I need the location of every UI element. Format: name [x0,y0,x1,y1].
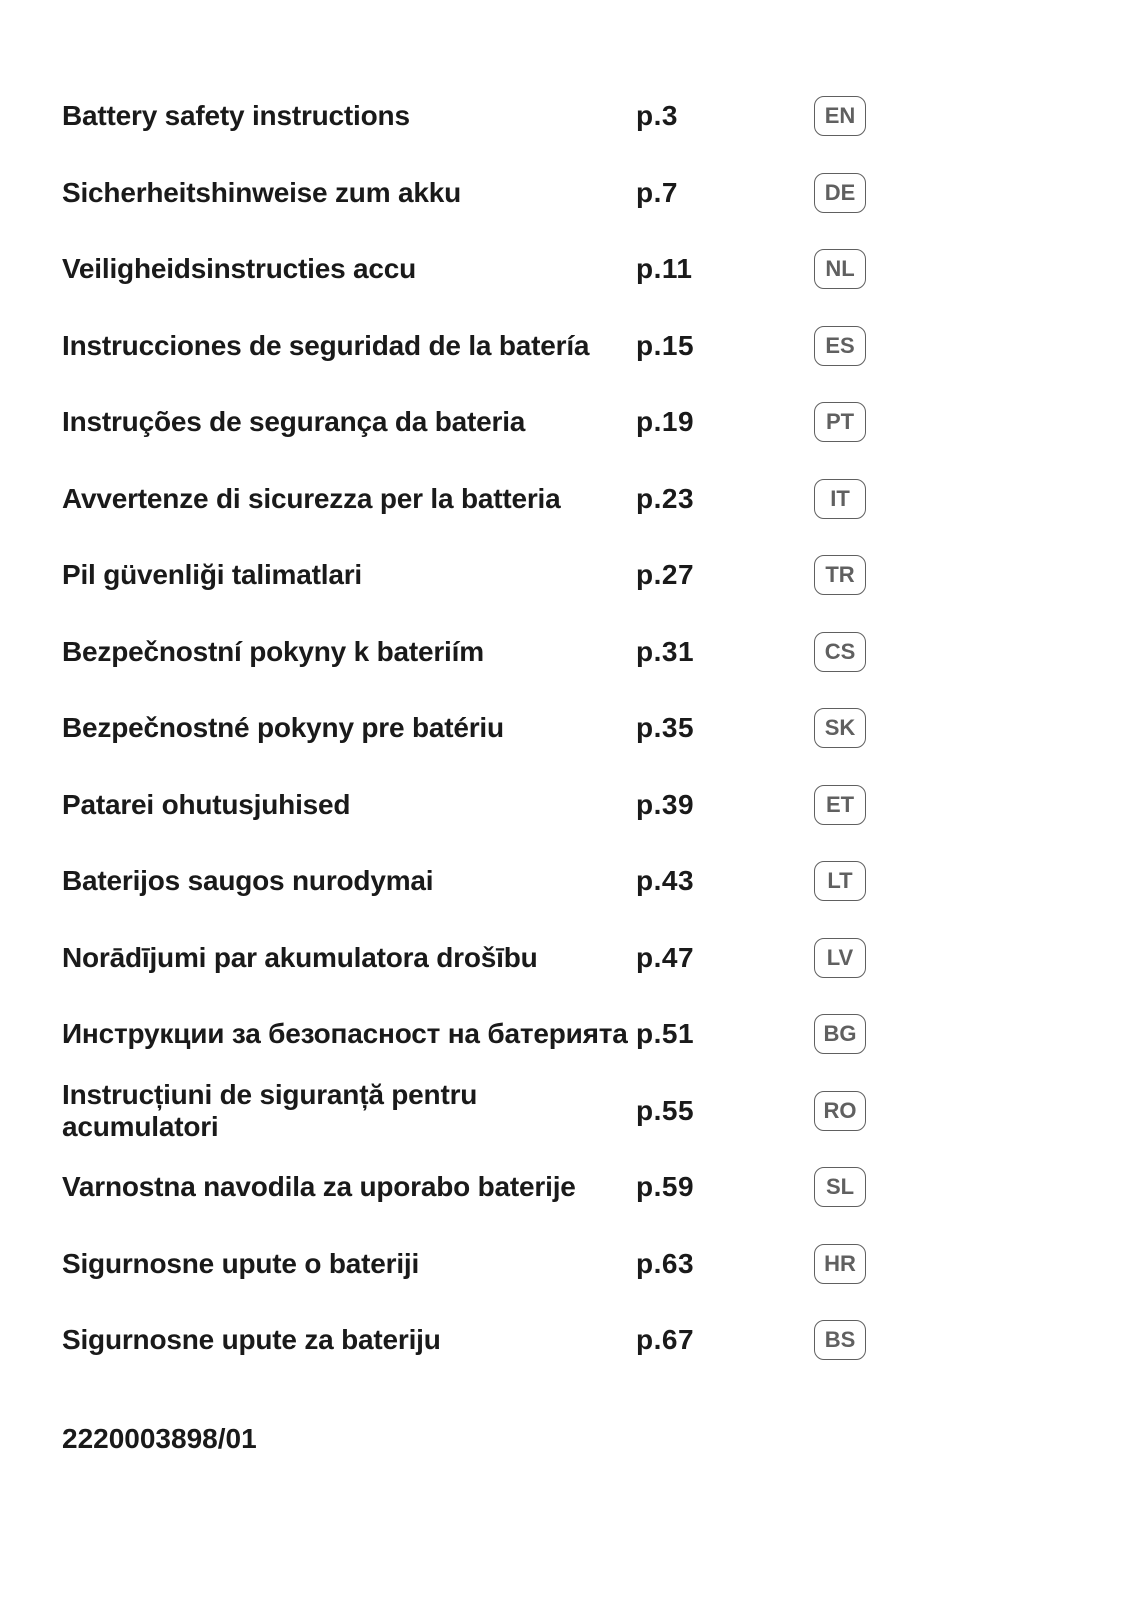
toc-title: Инструкции за безопасност на батерията [62,1018,636,1050]
lang-pill-wrap: LT [800,861,866,901]
toc-title: Baterijos saugos nurodymai [62,865,636,897]
language-pill: CS [814,632,866,672]
language-pill: HR [814,1244,866,1284]
toc-page-number: p.19 [636,406,800,438]
language-pill: LV [814,938,866,978]
lang-pill-wrap: NL [800,249,866,289]
lang-pill-wrap: PT [800,402,866,442]
lang-pill-wrap: SL [800,1167,866,1207]
toc-row: Sigurnosne upute za baterijup.67 BS [62,1302,1066,1379]
toc-row: Instrucciones de seguridad de la batería… [62,308,1066,385]
language-pill: EN [814,96,866,136]
toc-list: Battery safety instructionsp.3 EN Sicherhe… [62,78,1066,1379]
lang-pill-wrap: IT [800,479,866,519]
toc-page-number: p.39 [636,789,800,821]
toc-row: Avvertenze di sicurezza per la batteriap… [62,461,1066,538]
toc-title: Instrucciones de seguridad de la batería [62,330,636,362]
lang-pill-wrap: DE [800,173,866,213]
toc-title: Instrucțiuni de siguranță pentru acumula… [62,1079,636,1143]
toc-title: Battery safety instructions [62,100,636,132]
toc-title: Bezpečnostné pokyny pre batériu [62,712,636,744]
lang-pill-wrap: HR [800,1244,866,1284]
language-pill: BG [814,1014,866,1054]
lang-pill-wrap: ES [800,326,866,366]
toc-row: Sigurnosne upute o baterijip.63 HR [62,1226,1066,1303]
lang-pill-wrap: BG [800,1014,866,1054]
language-pill: SK [814,708,866,748]
language-pill: RO [814,1091,866,1131]
toc-row: Battery safety instructionsp.3 EN [62,78,1066,155]
lang-pill-wrap: SK [800,708,866,748]
toc-page-number: p.63 [636,1248,800,1280]
toc-row: Instrucțiuni de siguranță pentru acumula… [62,1073,1066,1150]
lang-pill-wrap: LV [800,938,866,978]
document-number: 2220003898/01 [62,1423,1066,1455]
toc-page-number: p.23 [636,483,800,515]
toc-page-number: p.43 [636,865,800,897]
toc-title: Pil güvenliği talimatlari [62,559,636,591]
toc-title: Patarei ohutusjuhised [62,789,636,821]
toc-row: Bezpečnostní pokyny k bateriímp.31 CS [62,614,1066,691]
toc-page-number: p.59 [636,1171,800,1203]
toc-row: Sicherheitshinweise zum akkup.7 DE [62,155,1066,232]
toc-row: Инструкции за безопасност на батериятаp.… [62,996,1066,1073]
language-pill: NL [814,249,866,289]
language-pill: DE [814,173,866,213]
toc-row: Veiligheidsinstructies accup.11 NL [62,231,1066,308]
toc-row: Baterijos saugos nurodymaip.43 LT [62,843,1066,920]
toc-row: Varnostna navodila za uporabo baterijep.… [62,1149,1066,1226]
toc-page-number: p.55 [636,1095,800,1127]
lang-pill-wrap: EN [800,96,866,136]
language-pill: ET [814,785,866,825]
lang-pill-wrap: CS [800,632,866,672]
toc-row: Patarei ohutusjuhisedp.39 ET [62,767,1066,844]
toc-title: Sigurnosne upute za bateriju [62,1324,636,1356]
toc-page-number: p.31 [636,636,800,668]
toc-title: Veiligheidsinstructies accu [62,253,636,285]
toc-page-number: p.51 [636,1018,800,1050]
toc-title: Bezpečnostní pokyny k bateriím [62,636,636,668]
toc-page-number: p.3 [636,100,800,132]
toc-title: Varnostna navodila za uporabo baterije [62,1171,636,1203]
toc-page-number: p.47 [636,942,800,974]
language-pill: ES [814,326,866,366]
toc-row: Norādījumi par akumulatora drošībup.47 LV [62,920,1066,997]
toc-page-number: p.15 [636,330,800,362]
language-pill: BS [814,1320,866,1360]
lang-pill-wrap: TR [800,555,866,595]
toc-title: Norādījumi par akumulatora drošību [62,942,636,974]
language-pill: TR [814,555,866,595]
language-pill: SL [814,1167,866,1207]
toc-title: Sicherheitshinweise zum akku [62,177,636,209]
lang-pill-wrap: RO [800,1091,866,1131]
toc-row: Instruções de segurança da bateriap.19 PT [62,384,1066,461]
toc-title: Avvertenze di sicurezza per la batteria [62,483,636,515]
toc-title: Sigurnosne upute o bateriji [62,1248,636,1280]
language-pill: PT [814,402,866,442]
lang-pill-wrap: ET [800,785,866,825]
language-pill: LT [814,861,866,901]
toc-row: Pil güvenliği talimatlarip.27 TR [62,537,1066,614]
toc-page-number: p.7 [636,177,800,209]
toc-page-number: p.27 [636,559,800,591]
toc-page: Battery safety instructionsp.3 EN Sicherhe… [0,0,1128,1600]
lang-pill-wrap: BS [800,1320,866,1360]
toc-page-number: p.11 [636,253,800,285]
toc-page-number: p.67 [636,1324,800,1356]
toc-title: Instruções de segurança da bateria [62,406,636,438]
language-pill: IT [814,479,866,519]
toc-page-number: p.35 [636,712,800,744]
toc-row: Bezpečnostné pokyny pre batériup.35 SK [62,690,1066,767]
